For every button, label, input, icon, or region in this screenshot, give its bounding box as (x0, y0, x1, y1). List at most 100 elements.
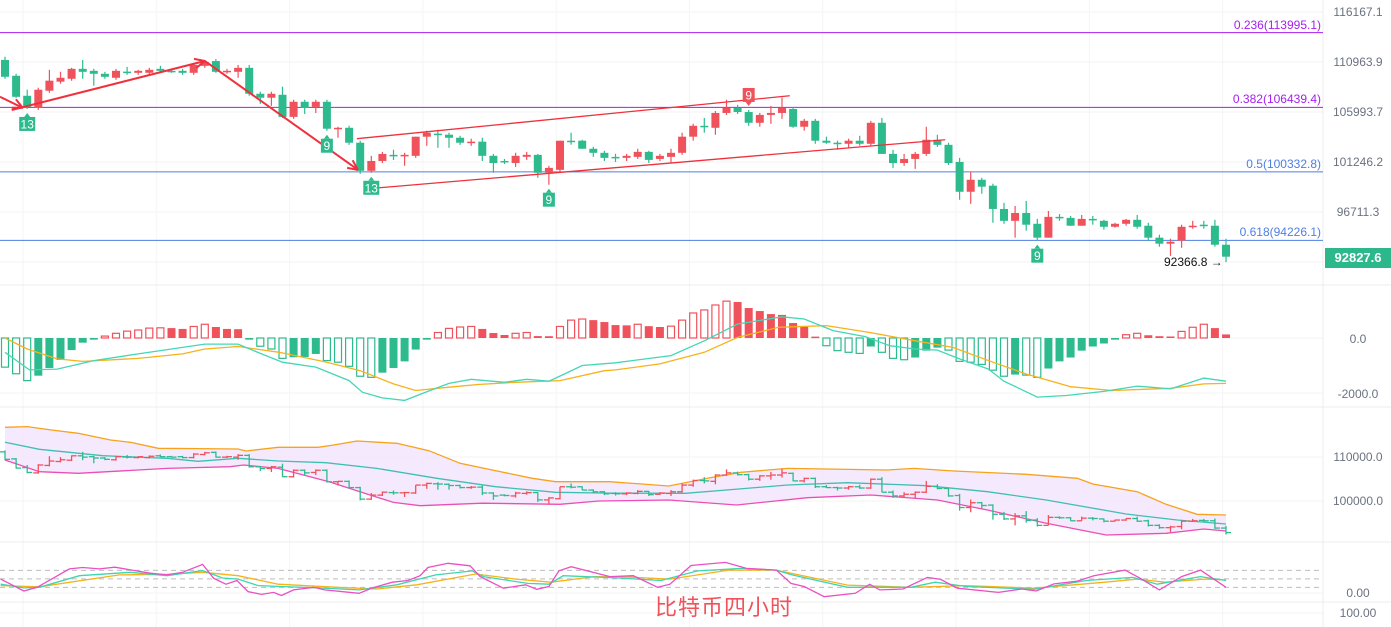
macd-histogram-bar (200, 323, 209, 339)
candle-body (223, 70, 231, 73)
ohlc-bar (277, 463, 288, 478)
ohlc-bar (432, 482, 443, 490)
macd-histogram-bar (300, 338, 309, 357)
ohlc-bar (821, 485, 832, 489)
ohlc-bar (599, 490, 610, 496)
macd-histogram-bar (988, 337, 998, 371)
marker-pointer (24, 112, 31, 117)
candle-body (78, 68, 87, 72)
candle-body (722, 107, 731, 113)
macd-histogram-bar (522, 331, 531, 339)
trend-arrow (11, 60, 206, 111)
macd-pane[interactable] (0, 300, 1231, 402)
ohlc-bar (244, 454, 255, 468)
fib-levels[interactable]: 0.236(113995.1) 0.382(106439.4) 0.5(1003… (1233, 18, 1321, 239)
marker-box (742, 87, 755, 102)
macd-histogram-bar (45, 338, 54, 368)
macd-histogram-bar (1088, 338, 1097, 347)
macd-histogram-bar (311, 338, 320, 354)
ohlc-bar (1176, 520, 1187, 530)
td-marker: 9 (1031, 244, 1044, 263)
marker-pointer (368, 176, 375, 181)
marker-box (1031, 248, 1044, 263)
candle-body (711, 112, 720, 128)
candle-body (755, 114, 764, 123)
macd-histogram-bar (89, 338, 98, 340)
macd-histogram-bar (400, 338, 409, 362)
macd-histogram-bar (167, 328, 176, 338)
candle-body (1088, 218, 1097, 221)
fib-label: 0.382(106439.4) (1233, 92, 1321, 106)
ohlc-bar (688, 479, 699, 487)
candle-body (500, 160, 509, 163)
macd-histogram-bar (644, 326, 653, 338)
ohlc-bar (677, 483, 688, 493)
price-pane[interactable]: 13 9 13 9 9 9 (0, 32, 1323, 264)
candle-body (1077, 218, 1086, 226)
ohlc-bar (888, 490, 898, 498)
macd-histogram-bar (267, 337, 276, 350)
macd-histogram-bar (589, 320, 598, 338)
candle-body (45, 80, 54, 91)
ohlc-bar (66, 455, 77, 462)
macd-histogram-bar (156, 327, 165, 339)
candle-body (1222, 244, 1230, 257)
marker-pointer (323, 134, 330, 139)
arrow-head (195, 60, 206, 69)
macd-histogram-bar (1044, 338, 1053, 369)
watermark-title: 比特币四小时 (655, 595, 794, 620)
ohlc-bar (521, 491, 532, 495)
ohlc-bar (44, 456, 55, 467)
boll-pane[interactable] (0, 425, 1231, 536)
candle-body (156, 68, 165, 71)
axis-tick: 110000.0 (1333, 450, 1382, 464)
macd-histogram-bar (511, 332, 520, 339)
trend-arrow (204, 60, 359, 171)
axis-tick: 100000.0 (1333, 494, 1383, 508)
ohlc-bar (832, 486, 843, 491)
macd-histogram-bar (1022, 337, 1031, 376)
candle-body (644, 151, 653, 160)
marker-pointer (745, 101, 752, 106)
candle-body (1177, 226, 1186, 241)
ohlc-bar (188, 453, 199, 459)
macd-histogram-bar (1155, 336, 1164, 338)
arrow-head (193, 57, 205, 62)
price-axis[interactable]: 116167.1 110963.9 105993.7 101246.2 9671… (1333, 5, 1383, 620)
candle-body (977, 179, 986, 187)
candle-body (1210, 225, 1219, 245)
candle-body (855, 140, 864, 144)
candle-body (589, 148, 598, 153)
candle-body (322, 101, 331, 129)
candle-body (145, 69, 154, 73)
ohlc-bar (910, 491, 921, 499)
macd-histogram-bar (811, 336, 820, 339)
macd-histogram-bar (933, 338, 942, 348)
macd-histogram-bar (223, 328, 231, 338)
macd-histogram-bar (578, 318, 587, 339)
td-marker: 9 (320, 134, 333, 153)
ohlc-bar (854, 484, 865, 489)
axis-tick: 0.0 (1350, 332, 1367, 346)
macd-histogram-bar (1144, 335, 1153, 338)
marker-label: 9 (546, 193, 553, 207)
macd-histogram-bar (1111, 338, 1119, 340)
candle-body (245, 67, 254, 94)
ohlc-bar (643, 490, 654, 496)
candle-body (112, 70, 120, 78)
candle-body (289, 101, 298, 117)
candle-body (378, 153, 387, 161)
macd-histogram-bar (689, 312, 698, 339)
candle-body (1066, 217, 1075, 226)
low-price-annotation: 92366.8 → (1164, 255, 1223, 269)
ohlc-bar (99, 457, 110, 461)
kdj-pane[interactable] (0, 561, 1323, 598)
macd-histogram-bar (489, 333, 498, 338)
candle-body (511, 155, 520, 164)
candle-body (56, 77, 65, 82)
ohlc-bar (477, 485, 488, 496)
td-marker: 9 (542, 188, 555, 207)
macd-histogram-bar (899, 337, 909, 361)
candle-body (844, 140, 853, 144)
candle-body (900, 158, 909, 164)
